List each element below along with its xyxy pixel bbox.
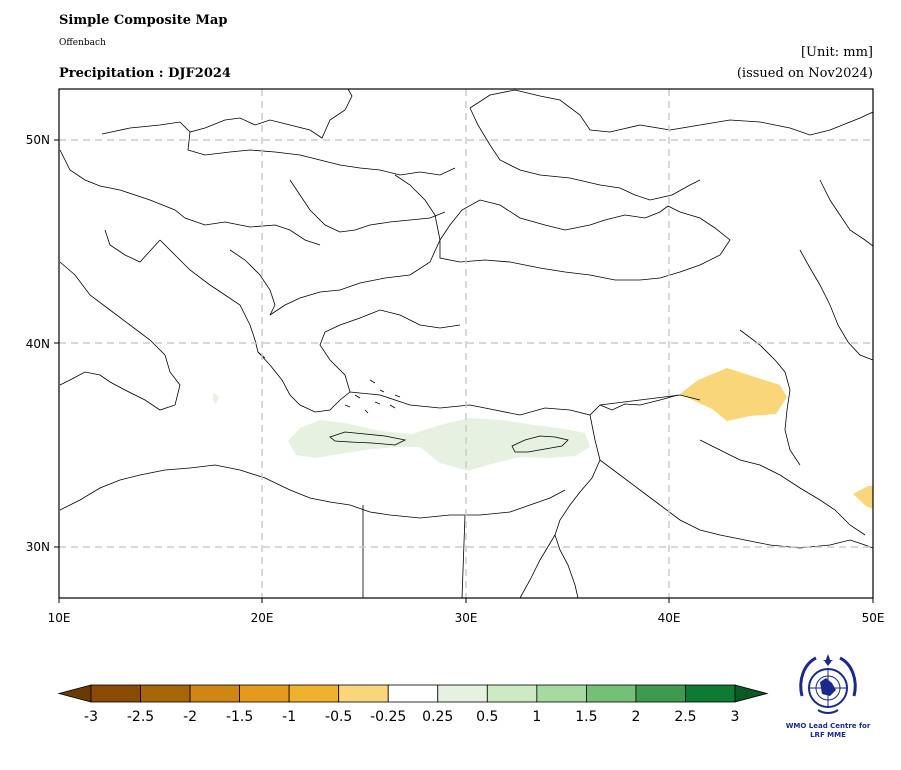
colorbar-segment — [585, 684, 637, 703]
patch-adriatic-dot — [213, 392, 219, 404]
y-tick-labels: 30N 40N 50N — [26, 133, 50, 554]
colorbar-segment — [536, 684, 587, 703]
colorbar-label: 0.5 — [476, 709, 498, 725]
colorbar-label: 2 — [631, 709, 640, 725]
colorbar-segment — [288, 684, 340, 703]
grid-lines — [59, 89, 873, 598]
colorbar-label: 0.25 — [422, 709, 453, 725]
wmo-emblem-icon — [799, 654, 857, 714]
colorbar-label: -0.25 — [370, 709, 406, 725]
x-tick-labels: 10E 20E 30E 40E 50E — [48, 611, 885, 625]
colorbar-label: -2.5 — [127, 709, 154, 725]
y-tick-label: 40N — [26, 337, 50, 351]
colorbar-segment — [239, 684, 290, 703]
patch-northern-iraq-dry — [680, 368, 787, 421]
colorbar-segment — [486, 684, 538, 703]
colorbar-segment — [387, 684, 439, 703]
colorbar-under-arrow — [57, 684, 92, 703]
colorbar-label: -1.5 — [226, 709, 253, 725]
map-subtitle: Offenbach — [59, 38, 106, 48]
colorbar-segment — [189, 684, 241, 703]
colorbar-segment — [635, 684, 686, 703]
colorbar-label: -3 — [84, 709, 98, 725]
colorbar-label: -0.5 — [325, 709, 352, 725]
colorbar-label: 1 — [532, 709, 541, 725]
colorbar-over-arrow — [734, 684, 769, 703]
logo-caption: WMO Lead Centre for LRF MME — [785, 722, 871, 739]
patch-eastern-mediterranean-wet — [288, 418, 590, 471]
field-label: Precipitation : DJF2024 — [59, 66, 231, 81]
issued-label: (issued on Nov2024) — [736, 66, 873, 81]
x-tick-label: 40E — [658, 611, 681, 625]
x-tick-label: 30E — [455, 611, 478, 625]
colorbar-segment — [338, 684, 389, 703]
colorbar: -3 -2.5 -2 -1.5 -1 -0.5 -0.25 0.25 0.5 1 1.5 2 2.5 3 — [57, 684, 769, 725]
colorbar-segment — [685, 684, 736, 703]
x-tick-label: 20E — [251, 611, 274, 625]
unit-label: [Unit: mm] — [800, 45, 873, 60]
patch-persian-gulf-dry — [853, 486, 873, 509]
x-tick-label: 10E — [48, 611, 71, 625]
anomaly-patches — [213, 368, 873, 509]
x-tick-label: 50E — [862, 611, 885, 625]
colorbar-segment — [140, 684, 191, 703]
colorbar-label: -1 — [282, 709, 296, 725]
colorbar-label: 1.5 — [575, 709, 597, 725]
colorbar-label: -2 — [183, 709, 197, 725]
axis-ticks — [54, 139, 874, 603]
y-tick-label: 50N — [26, 133, 50, 147]
colorbar-label: 2.5 — [674, 709, 696, 725]
colorbar-segment — [437, 684, 488, 703]
y-tick-label: 30N — [26, 540, 50, 554]
coastlines — [59, 89, 873, 598]
colorbar-segment — [90, 684, 141, 703]
colorbar-label: 3 — [731, 709, 740, 725]
map-title: Simple Composite Map — [59, 13, 228, 28]
